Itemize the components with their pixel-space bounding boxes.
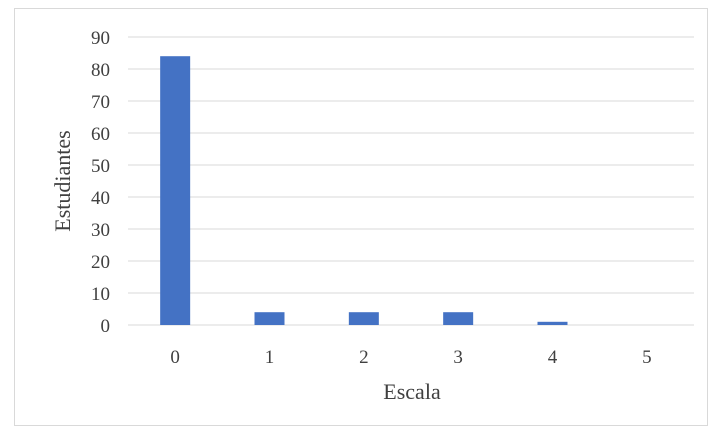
gridlines (128, 36, 694, 326)
y-tick-label: 10 (91, 284, 110, 305)
bar-1 (254, 312, 285, 325)
bar-0 (160, 56, 191, 325)
x-axis-title: Escala (383, 379, 441, 404)
y-tick-label: 80 (91, 60, 110, 81)
bar-2 (348, 312, 379, 325)
y-tick-label: 60 (91, 124, 110, 145)
y-tick-label: 40 (91, 188, 110, 209)
x-tick-label: 3 (453, 347, 463, 368)
x-tick-labels: 0 1 2 3 4 5 (170, 347, 651, 368)
y-tick-label: 0 (101, 316, 111, 337)
x-tick-label: 4 (548, 347, 558, 368)
bar-4 (537, 321, 568, 325)
bars (160, 56, 568, 325)
y-tick-label: 70 (91, 92, 110, 113)
x-tick-label: 1 (265, 347, 275, 368)
y-tick-label: 50 (91, 156, 110, 177)
x-tick-label: 5 (642, 347, 652, 368)
y-tick-label: 30 (91, 220, 110, 241)
x-tick-label: 2 (359, 347, 369, 368)
y-axis-title: Estudiantes (50, 130, 75, 231)
chart-frame (14, 8, 708, 426)
x-tick-label: 0 (170, 347, 180, 368)
y-tick-label: 20 (91, 252, 110, 273)
y-tick-label: 90 (91, 28, 110, 49)
bar-3 (443, 312, 474, 325)
y-tick-labels: 0 10 20 30 40 50 60 70 80 90 (91, 28, 110, 337)
